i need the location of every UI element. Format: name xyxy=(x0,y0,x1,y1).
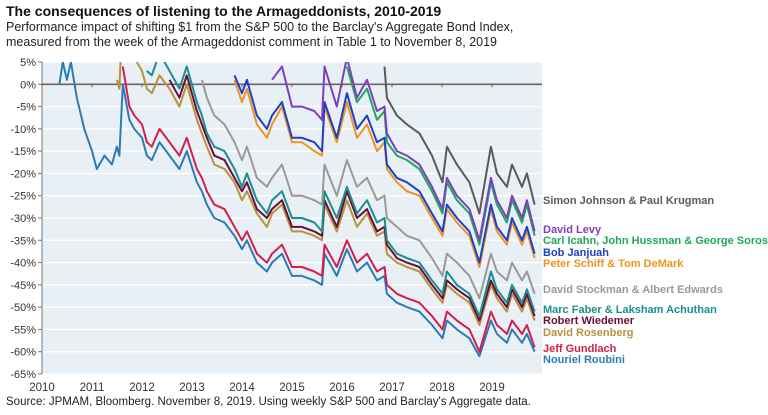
series-line-marc-faber-laksham-achuthan xyxy=(146,62,536,318)
series-line-nouriel-roubini xyxy=(58,62,536,358)
source-note: Source: JPMAM, Bloomberg. November 8, 20… xyxy=(6,396,531,408)
x-tick-label: 2011 xyxy=(80,382,105,394)
y-tick-label: -40% xyxy=(10,258,36,270)
y-tick-label: -30% xyxy=(10,213,36,225)
chart-title: The consequences of listening to the Arm… xyxy=(6,3,442,19)
series-label-krugman: Simon Johnson & Paul Krugman xyxy=(543,195,715,207)
x-tick-label: 2014 xyxy=(229,382,255,394)
y-tick-label: -50% xyxy=(10,302,36,314)
y-tick-label: -45% xyxy=(10,280,36,292)
series-line-david-levy xyxy=(271,62,536,242)
subtitle-line-2: measured from the week of the Armageddon… xyxy=(6,35,498,49)
series-line-david-rosenberg xyxy=(115,62,536,326)
y-tick-label: -5% xyxy=(16,102,36,114)
series-label-levy: David Levy xyxy=(543,224,602,236)
x-tick-label: 2013 xyxy=(179,382,205,394)
series-label-rosenberg: David Rosenberg xyxy=(543,327,634,339)
y-tick-label: 0% xyxy=(20,79,36,91)
series-line-david-stockman-albert-edwards xyxy=(200,79,536,300)
series-line-robert-wiedemer xyxy=(168,74,536,322)
series-line-bob-janjuah xyxy=(233,75,536,264)
y-tick-label: -20% xyxy=(10,168,36,180)
series-label-schiff: Peter Schiff & Tom DeMark xyxy=(543,258,684,270)
series-label-roubini: Nouriel Roubini xyxy=(543,354,625,366)
y-tick-label: -35% xyxy=(10,235,36,247)
series-label-gundlach: Jeff Gundlach xyxy=(543,343,617,355)
x-tick-label: 2017 xyxy=(379,382,405,394)
series-line-simon-johnson-paul-krugman xyxy=(383,66,536,215)
x-tick-label: 2019 xyxy=(479,382,505,394)
y-tick-label: -65% xyxy=(10,369,36,381)
y-tick-label: -25% xyxy=(10,191,36,203)
chart-subtitle: Performance impact of shifting $1 from t… xyxy=(6,20,706,50)
series-label-stockman: David Stockman & Albert Edwards xyxy=(543,284,723,296)
y-tick-label: -60% xyxy=(10,347,36,359)
y-tick-label: -15% xyxy=(10,146,36,158)
series-label-janjuah: Bob Janjuah xyxy=(543,247,610,259)
x-tick-label: 2010 xyxy=(29,382,55,394)
x-tick-label: 2016 xyxy=(329,382,355,394)
series-label-icahn: Carl Icahn, John Hussman & George Soros xyxy=(543,235,768,247)
series-label-wiedemer: Robert Wiedemer xyxy=(543,315,634,327)
series-label-faber: Marc Faber & Laksham Achuthan xyxy=(543,304,717,316)
x-tick-label: 2012 xyxy=(129,382,155,394)
y-tick-label: -55% xyxy=(10,324,36,336)
subtitle-line-1: Performance impact of shifting $1 from t… xyxy=(6,20,514,34)
y-tick-label: -10% xyxy=(10,124,36,136)
x-tick-label: 2015 xyxy=(279,382,305,394)
series-line-jeff-gundlach xyxy=(121,66,536,353)
x-tick-label: 2018 xyxy=(429,382,455,394)
y-tick-label: 5% xyxy=(20,57,36,69)
